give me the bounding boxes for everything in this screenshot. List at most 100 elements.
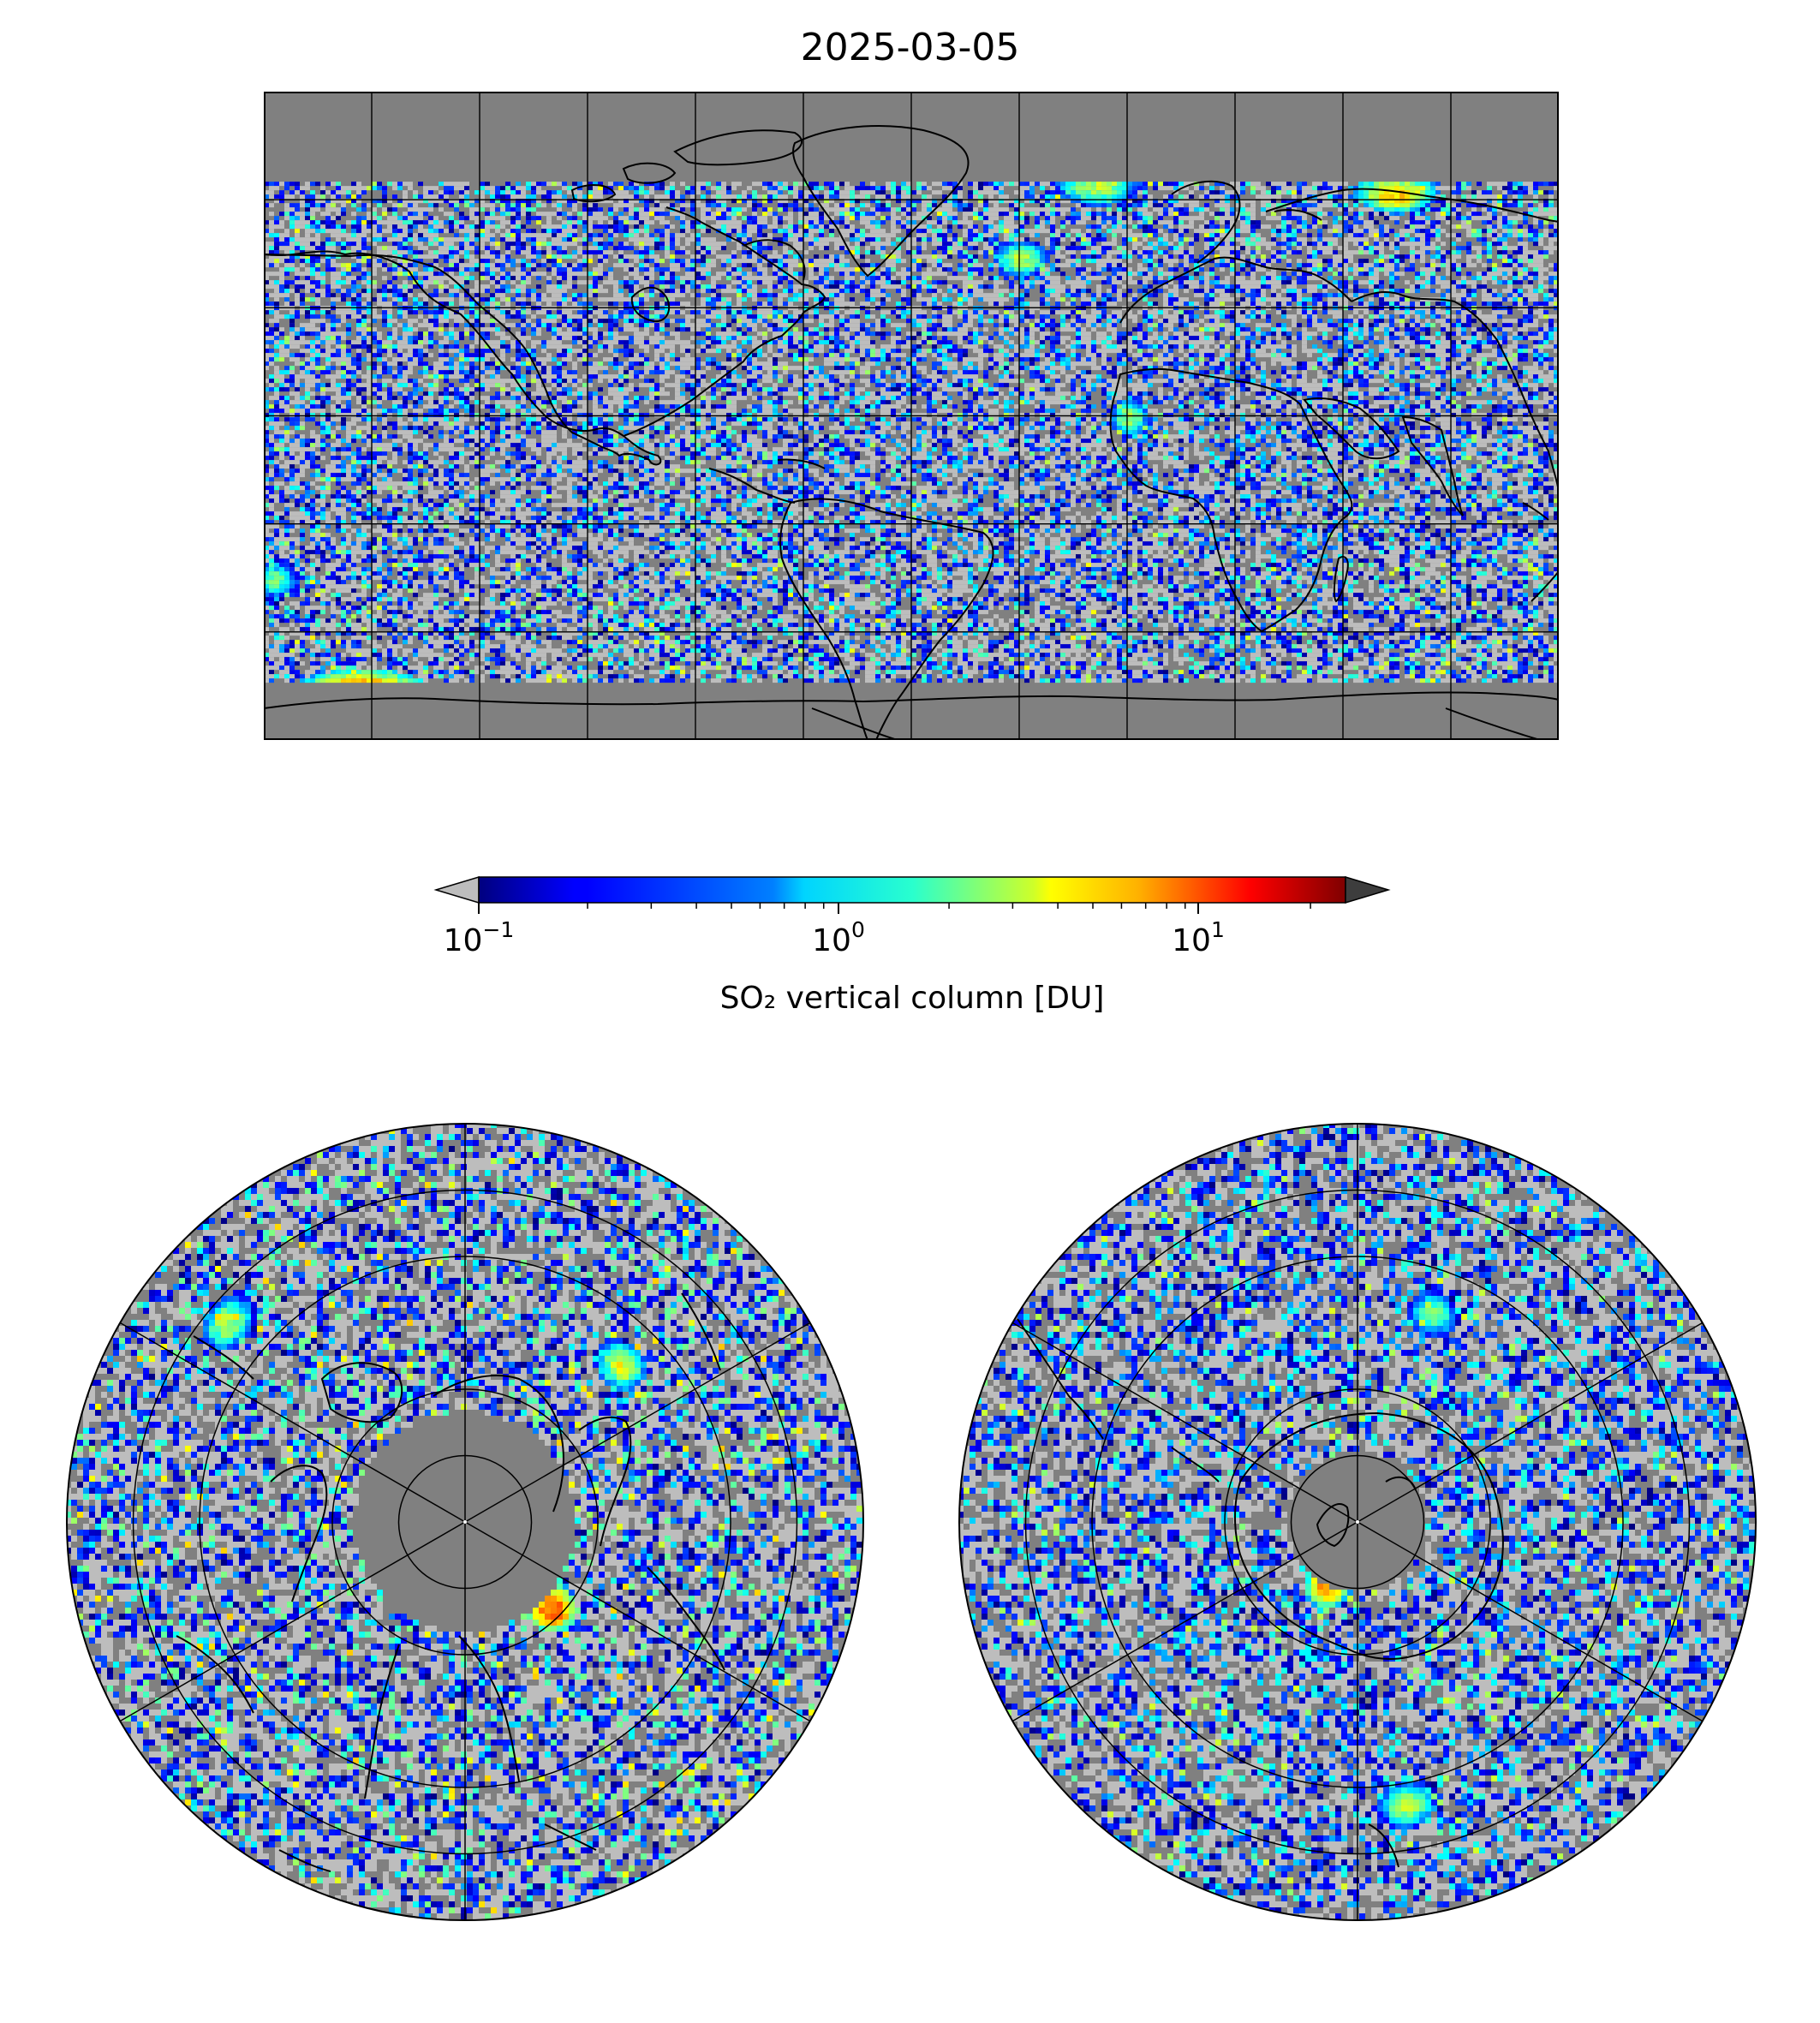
global-pixel <box>1071 212 1076 216</box>
global-pixel <box>1492 289 1497 293</box>
global-pixel <box>613 182 618 186</box>
global-pixel <box>778 203 783 207</box>
global-pixel <box>1040 250 1045 254</box>
global-pixel <box>531 259 536 263</box>
global-pixel <box>896 259 901 263</box>
global-pixel <box>361 280 367 284</box>
global-pixel <box>1502 276 1507 280</box>
global-pixel <box>1091 212 1096 216</box>
global-pixel <box>1297 276 1302 280</box>
global-pixel <box>1441 212 1446 216</box>
global-pixel <box>480 229 485 233</box>
global-pixel <box>994 229 999 233</box>
global-pixel <box>1358 216 1364 220</box>
global-pixel <box>469 212 474 216</box>
global-pixel <box>1297 229 1302 233</box>
global-pixel <box>778 276 783 280</box>
global-pixel <box>1204 224 1209 229</box>
global-pixel <box>1127 272 1132 276</box>
global-pixel <box>1014 212 1019 216</box>
global-pixel <box>1029 254 1035 259</box>
global-pixel <box>1430 220 1435 224</box>
global-pixel <box>516 250 521 254</box>
global-pixel <box>1276 242 1281 246</box>
global-pixel <box>1317 284 1322 289</box>
global-pixel <box>577 212 582 216</box>
global-pixel <box>1523 259 1528 263</box>
global-pixel <box>1014 272 1019 276</box>
global-pixel <box>490 190 495 194</box>
global-pixel <box>1173 267 1179 272</box>
global-pixel <box>505 194 510 199</box>
global-pixel <box>1441 250 1446 254</box>
global-pixel <box>654 267 659 272</box>
global-pixel <box>1214 233 1220 237</box>
global-pixel <box>1112 194 1117 199</box>
global-pixel <box>1225 242 1230 246</box>
global-pixel <box>1214 203 1220 207</box>
global-pixel <box>1477 216 1482 220</box>
global-pixel <box>1076 259 1081 263</box>
global-pixel <box>1415 233 1420 237</box>
global-pixel <box>875 293 880 297</box>
global-pixel <box>480 190 485 194</box>
global-pixel <box>1112 220 1117 224</box>
global-pixel <box>289 267 295 272</box>
global-pixel <box>1425 280 1430 284</box>
global-pixel <box>937 242 942 246</box>
global-pixel <box>731 186 737 190</box>
global-pixel <box>1096 259 1101 263</box>
global-pixel <box>1107 212 1112 216</box>
global-pixel <box>726 276 731 280</box>
global-pixel <box>659 216 665 220</box>
global-pixel <box>1446 263 1451 267</box>
global-pixel <box>1369 203 1374 207</box>
global-pixel <box>598 254 603 259</box>
global-pixel <box>1173 220 1179 224</box>
global-pixel <box>1076 246 1081 250</box>
global-pixel <box>1250 276 1256 280</box>
global-pixel <box>510 242 516 246</box>
global-pixel <box>916 280 922 284</box>
global-pixel <box>1107 229 1112 233</box>
global-pixel <box>495 186 500 190</box>
global-pixel <box>562 246 567 250</box>
global-pixel <box>958 246 963 250</box>
global-pixel <box>408 246 413 250</box>
global-pixel <box>516 182 521 186</box>
global-pixel <box>901 293 906 297</box>
global-pixel <box>634 276 639 280</box>
global-pixel <box>1101 194 1107 199</box>
global-pixel <box>1148 284 1153 289</box>
global-pixel <box>562 233 567 237</box>
global-pixel <box>608 224 613 229</box>
global-pixel <box>331 216 336 220</box>
global-pixel <box>1071 207 1076 212</box>
global-pixel <box>1266 182 1271 186</box>
global-pixel <box>305 224 310 229</box>
global-pixel <box>572 284 577 289</box>
global-pixel <box>403 237 408 242</box>
global-pixel <box>284 216 289 220</box>
global-pixel <box>865 220 870 224</box>
global-pixel <box>721 207 726 212</box>
global-pixel <box>1081 276 1086 280</box>
global-pixel <box>1276 190 1281 194</box>
global-pixel <box>1471 276 1477 280</box>
global-pixel <box>1420 182 1425 186</box>
global-pixel <box>1096 203 1101 207</box>
global-pixel <box>860 194 865 199</box>
global-pixel <box>814 186 819 190</box>
global-pixel <box>1071 237 1076 242</box>
global-pixel <box>536 272 541 276</box>
global-pixel <box>1204 207 1209 212</box>
global-pixel <box>469 263 474 267</box>
global-pixel <box>1096 212 1101 216</box>
global-pixel <box>598 267 603 272</box>
global-pixel <box>423 280 428 284</box>
global-pixel <box>367 284 372 289</box>
global-pixel <box>1389 276 1394 280</box>
global-pixel <box>505 276 510 280</box>
global-pixel <box>377 237 382 242</box>
global-pixel <box>1513 272 1518 276</box>
